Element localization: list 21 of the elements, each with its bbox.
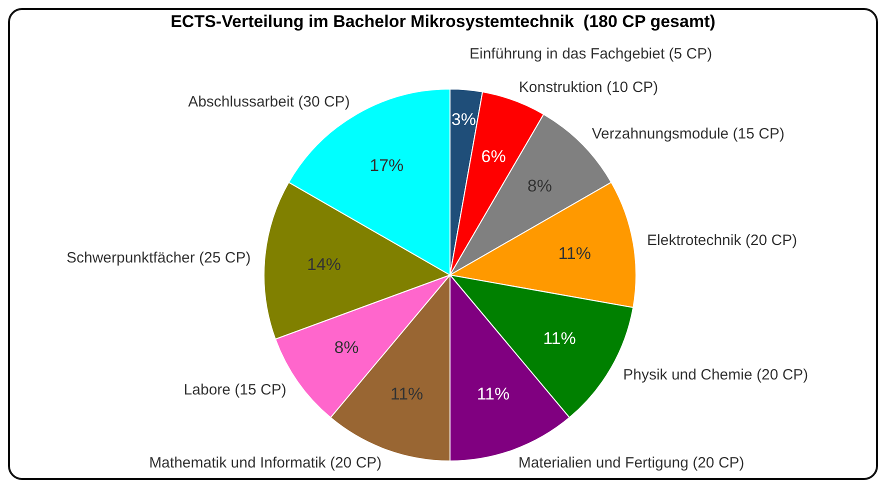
data-label: 14%	[306, 254, 341, 274]
data-label: 8%	[527, 176, 552, 196]
slice-label: Elektrotechnik (20 CP)	[647, 232, 798, 250]
slice-label: Materialien und Fertigung (20 CP)	[518, 454, 744, 472]
data-label: 11%	[558, 244, 591, 263]
data-label: 11%	[476, 384, 510, 404]
slice-label: Einführung in das Fachgebiet (5 CP)	[470, 45, 712, 62]
slice-label: Konstruktion (10 CP)	[518, 78, 658, 96]
data-label: 11%	[390, 384, 424, 404]
slice-label: Mathematik und Informatik (20 CP)	[149, 454, 382, 472]
data-label: 17%	[370, 156, 404, 176]
chart-title: ECTS-Verteilung im Bachelor Mikrosystemtechnik (180 CP gesamt)	[170, 12, 716, 32]
data-label: 11%	[543, 328, 576, 348]
slice-label: Abschlussarbeit (30 CP)	[188, 93, 350, 110]
slice-label: Verzahnungsmodule (15 CP)	[592, 126, 784, 143]
data-label: 3%	[451, 110, 476, 129]
slice-label: Labore (15 CP)	[184, 382, 286, 398]
data-label: 6%	[481, 146, 506, 166]
data-label: 8%	[334, 338, 359, 358]
slice-label: Schwerpunktfächer (25 CP)	[66, 250, 251, 267]
slice-label: Physik und Chemie (20 CP)	[623, 366, 808, 384]
